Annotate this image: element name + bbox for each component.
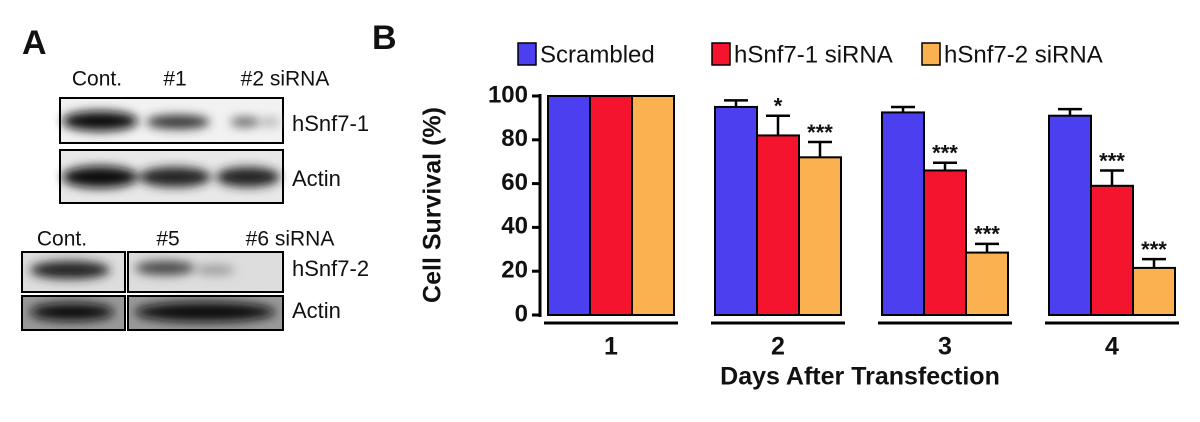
legend-label: Scrambled [540,41,655,68]
lane-label: #6 siRNA [246,228,335,251]
significance-label: *** [1141,237,1167,262]
blot-bands [62,111,280,131]
x-tick-label: 3 [938,333,952,361]
error-bar [1100,169,1124,186]
legend-swatch [711,42,731,66]
bar [923,169,967,316]
significance-label: *** [974,222,1000,247]
error-bar [1142,257,1166,268]
lane-label: #1 [163,68,186,91]
y-tick-label: 20 [501,257,528,284]
error-bar [724,99,748,107]
bar [1132,266,1176,317]
bar [881,111,925,316]
y-tick-label: 0 [515,300,528,327]
error-bar [975,242,999,253]
error-bar [766,114,790,136]
panel-label: A [22,24,47,62]
bar [1048,114,1092,316]
bar [965,251,1009,317]
row-label: hSnf7-2 [292,256,369,281]
blot-bands [62,166,280,188]
x-axis-label: Days After Transfection [720,363,1000,391]
x-tick-label: 4 [1105,333,1119,361]
bar [756,134,800,316]
bar [798,156,842,316]
panel-label: B [372,19,397,57]
lane-label: Cont. [72,68,122,91]
significance-label: *** [932,141,958,166]
significance-label: *** [1099,148,1125,173]
legend-swatch [517,42,537,66]
x-tick-label: 2 [771,333,785,361]
bar [1090,184,1134,316]
row-label: Actin [292,166,341,191]
lane-label: Cont. [37,228,87,251]
y-tick-label: 40 [501,213,528,240]
row-label: Actin [292,298,341,323]
y-tick-label: 100 [488,81,528,108]
error-bar [808,140,832,158]
legend-label: hSnf7-2 siRNA [944,41,1103,68]
y-tick-label: 60 [501,169,528,196]
y-tick-label: 80 [501,125,528,152]
bar [547,95,591,316]
x-tick-label: 1 [604,333,618,361]
y-axis-label: Cell Survival (%) [419,107,447,303]
legend-swatch [921,42,941,66]
lane-label: #2 siRNA [241,68,330,91]
panel-a: A Cont. #1 #2 siRNA hSnf7-1 Actin Cont. … [21,24,369,331]
legend-label: hSnf7-1 siRNA [734,41,893,68]
bar [714,105,758,316]
bar [631,95,675,316]
significance-label: * [774,94,783,119]
error-bar [1058,107,1082,116]
bar [589,95,633,316]
significance-label: *** [807,120,833,145]
lane-label: #5 [156,228,179,251]
error-bar [933,161,957,171]
blot-bands [30,261,275,322]
row-label: hSnf7-1 [292,111,369,136]
